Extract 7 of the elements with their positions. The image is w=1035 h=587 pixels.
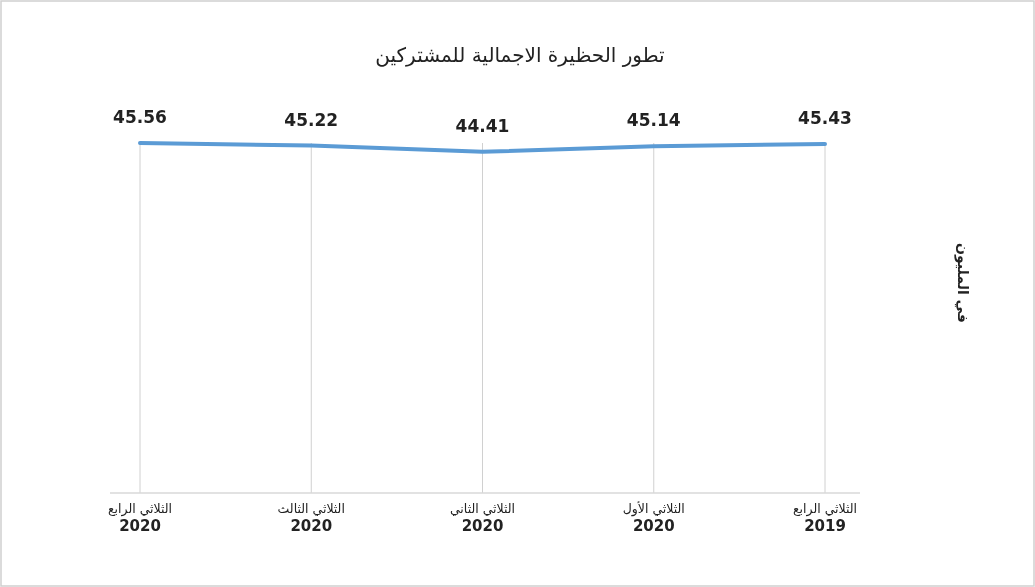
- chart-title: تطور الحظيرة الاجمالية للمشتركين: [375, 43, 665, 67]
- data-label: 45.14: [626, 110, 681, 131]
- y-axis-title: في المليون: [954, 243, 971, 323]
- data-label: 45.56: [113, 107, 167, 127]
- data-label: 45.22: [284, 109, 339, 130]
- data-label: 44.41: [455, 115, 510, 136]
- data-label: 45.43: [798, 108, 852, 128]
